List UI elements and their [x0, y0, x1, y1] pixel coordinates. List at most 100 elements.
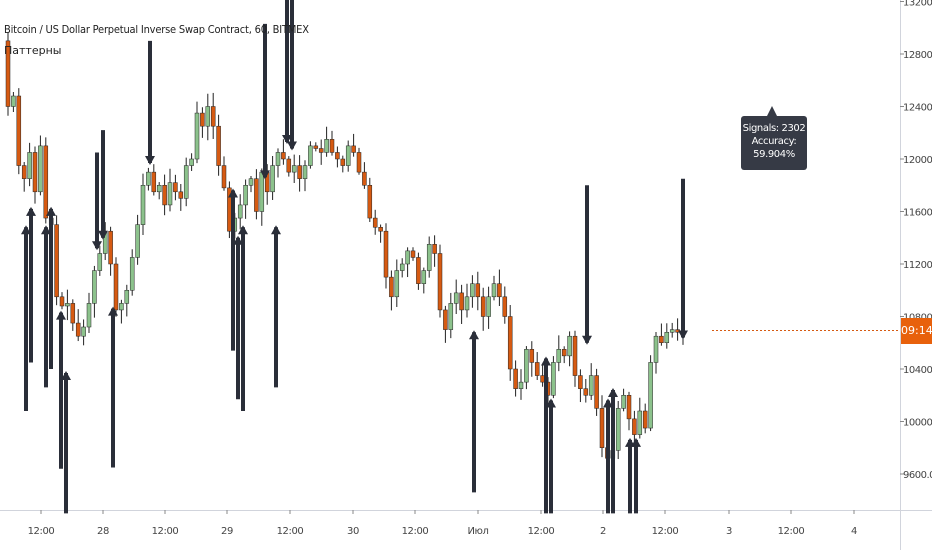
x-tick-label: 4	[851, 526, 857, 537]
arrow-head	[631, 437, 641, 447]
candle-down	[162, 185, 167, 206]
candle-down	[32, 152, 38, 193]
candle-up	[556, 349, 562, 363]
candle-up	[345, 145, 351, 166]
candle-down	[594, 375, 599, 409]
candle-up	[324, 139, 329, 153]
arrow-head	[228, 188, 238, 198]
candle-up	[11, 95, 16, 107]
candle-up	[237, 204, 243, 219]
arrow-head	[56, 310, 66, 320]
buy-signal-arrow	[541, 356, 551, 514]
candle-up	[183, 165, 189, 199]
candle-up	[167, 182, 173, 206]
candle-down	[432, 244, 437, 254]
candle-down	[561, 349, 567, 357]
x-tick-label: 12:00	[277, 526, 304, 537]
sell-signal-arrow	[145, 40, 155, 165]
candle-down	[459, 292, 464, 311]
candle-up	[270, 165, 275, 193]
buy-signal-arrow	[46, 206, 56, 369]
candle-down	[254, 178, 259, 212]
arrow-head	[233, 235, 243, 245]
candle-up	[448, 303, 454, 330]
x-tick-label: 12:00	[778, 526, 805, 537]
y-tick-label: 11200.0	[903, 260, 932, 271]
candle-down	[43, 145, 49, 219]
candle-down	[443, 309, 448, 330]
candle-down	[178, 191, 184, 199]
buy-signal-arrow	[238, 225, 248, 411]
candle-up	[421, 270, 427, 284]
y-tick-label: 12800.0	[903, 50, 932, 61]
y-tick-label: 13200.0	[903, 0, 932, 9]
y-tick-label: 10000.0	[903, 418, 932, 429]
arrow-head	[469, 330, 479, 340]
candle-down	[507, 316, 513, 370]
arrow-head	[608, 388, 618, 397]
x-tick-label: 12:00	[28, 526, 55, 537]
candle-down	[572, 335, 578, 376]
buy-signal-arrow	[608, 388, 618, 514]
candle-up	[491, 283, 497, 298]
sell-signal-arrow	[92, 152, 102, 251]
candle-down	[372, 217, 378, 228]
candle-up	[405, 250, 410, 265]
buy-signal-arrow	[546, 398, 556, 514]
candle-down	[297, 165, 302, 179]
candle-up	[518, 381, 524, 389]
buy-signal-arrow	[271, 225, 281, 388]
sell-signal-arrow	[260, 23, 270, 180]
arrow-head	[98, 230, 108, 240]
candle-down	[340, 158, 346, 166]
candle-down	[642, 410, 648, 429]
candle-up	[65, 303, 70, 307]
candle-down	[599, 408, 605, 448]
candle-down	[416, 257, 421, 284]
buy-signal-arrow	[631, 437, 641, 514]
candle-up	[248, 178, 254, 186]
stats-pointer	[767, 106, 777, 116]
candle-up	[621, 395, 626, 409]
candle-down	[362, 171, 367, 186]
candle-down	[151, 171, 157, 193]
candle-down	[54, 224, 59, 298]
candle-up	[140, 185, 146, 225]
candle-down	[626, 395, 632, 420]
candle-up	[275, 152, 281, 166]
candle-up	[567, 335, 572, 357]
arrow-head	[41, 225, 51, 235]
x-tick-label: 3	[726, 526, 732, 537]
candle-up	[135, 224, 140, 258]
x-tick-label: 12:00	[528, 526, 555, 537]
candle-up	[119, 303, 124, 311]
candle-down	[5, 40, 11, 107]
sell-signal-arrow	[287, 0, 297, 151]
candle-down	[216, 125, 221, 166]
candle-down	[480, 296, 486, 317]
candle-down	[329, 139, 335, 153]
indicator-legend[interactable]: Паттерны	[4, 44, 62, 57]
accuracy-value: Accuracy: 59.904%	[751, 136, 797, 160]
x-tick-label: 2	[600, 526, 606, 537]
buy-signal-arrow	[26, 206, 36, 363]
candle-down	[113, 263, 119, 311]
x-tick-label: 12:00	[652, 526, 679, 537]
arrow-head	[678, 330, 688, 340]
x-tick-label: 29	[221, 526, 233, 537]
last-price-tag: 09:14	[901, 318, 932, 344]
arrow-head	[108, 306, 118, 316]
candle-up	[308, 145, 313, 166]
arrow-head	[603, 398, 613, 408]
candle-down	[200, 112, 205, 127]
y-tick-label: 9600.0	[903, 470, 932, 481]
candle-up	[243, 185, 248, 206]
y-tick-label: 12000.0	[903, 155, 932, 166]
candle-down	[389, 276, 394, 298]
candle-down	[70, 303, 76, 324]
buy-signal-arrow	[228, 188, 238, 351]
candle-up	[124, 290, 130, 304]
stats-tooltip: Signals: 2302 Accuracy: 59.904%	[741, 116, 807, 170]
